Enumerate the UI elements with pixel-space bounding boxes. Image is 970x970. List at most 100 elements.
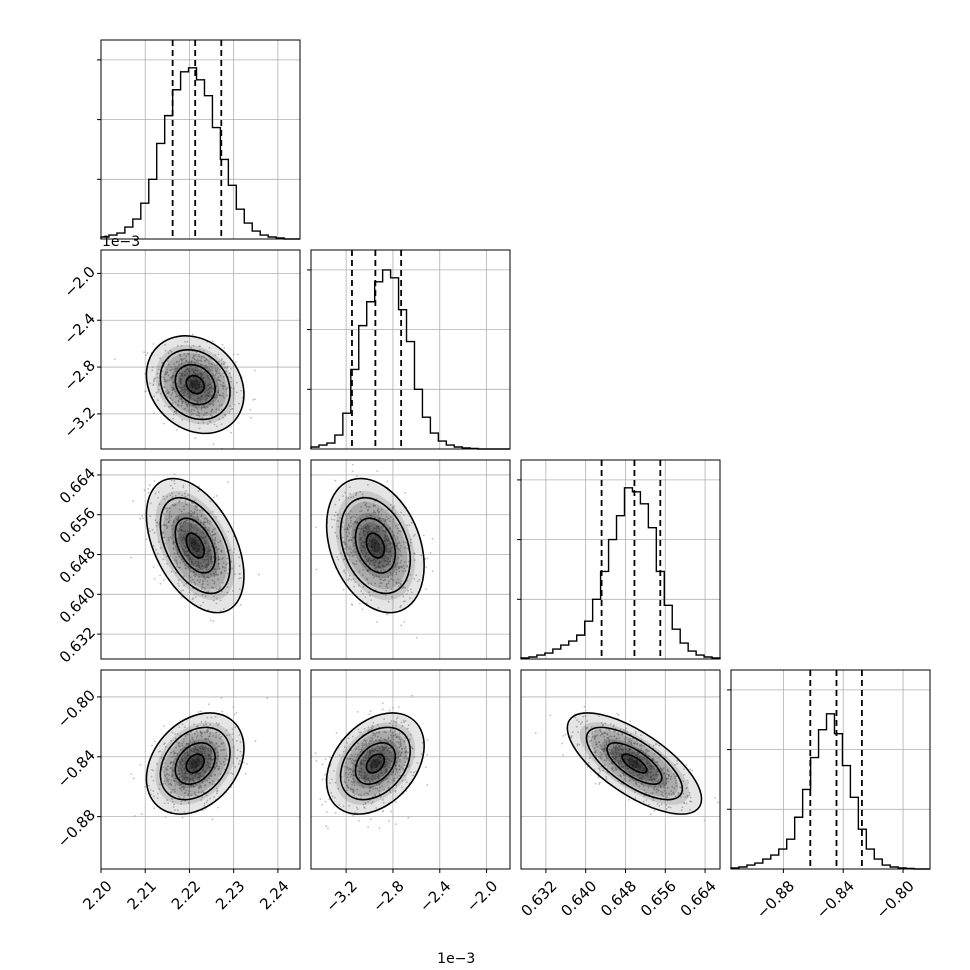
sample-point	[646, 775, 649, 777]
sample-point	[612, 746, 615, 748]
sample-point	[207, 366, 209, 368]
sample-point	[180, 392, 183, 395]
sample-point	[179, 353, 182, 356]
sample-point	[205, 385, 207, 388]
sample-point	[232, 745, 235, 748]
sample-point	[175, 746, 178, 749]
sample-point	[202, 744, 205, 747]
sample-point	[192, 369, 195, 372]
sample-point	[369, 562, 371, 565]
sample-point	[668, 792, 671, 795]
sample-point	[364, 596, 367, 598]
sample-point	[181, 538, 184, 540]
sample-point	[387, 757, 389, 760]
sample-point	[200, 368, 203, 370]
sample-point	[185, 553, 188, 555]
sample-point	[206, 521, 209, 524]
sample-point	[369, 740, 371, 742]
sample-point	[185, 546, 187, 548]
sample-point	[395, 769, 398, 772]
sample-point	[189, 778, 191, 780]
sample-point	[431, 570, 434, 573]
sample-point	[158, 382, 161, 385]
sample-point	[400, 766, 403, 768]
sample-point	[170, 524, 173, 527]
sample-point	[194, 562, 196, 565]
sample-point	[380, 513, 383, 516]
sample-point	[212, 735, 215, 737]
sample-point	[392, 738, 395, 741]
sample-point	[356, 808, 359, 811]
sample-point	[193, 745, 195, 747]
sample-point	[191, 774, 194, 776]
sample-point	[173, 363, 175, 365]
sample-point	[182, 786, 185, 788]
sample-point	[216, 724, 219, 727]
sample-point	[378, 792, 381, 795]
sample-point	[172, 386, 174, 389]
sample-point	[655, 774, 657, 776]
sample-point	[665, 804, 668, 806]
density-level-1	[335, 490, 416, 601]
sample-point	[382, 799, 384, 801]
sample-point	[193, 764, 195, 767]
sample-point	[594, 741, 597, 743]
sample-point	[181, 558, 183, 561]
sample-point	[619, 755, 621, 758]
sample-point	[190, 563, 192, 566]
sample-point	[357, 793, 360, 796]
sample-point	[638, 768, 641, 771]
sample-point	[402, 719, 405, 722]
sample-point	[352, 788, 355, 791]
sample-point	[352, 791, 355, 794]
sample-point	[387, 780, 389, 783]
sample-point	[635, 782, 637, 784]
sample-point	[391, 573, 394, 576]
sample-point	[176, 752, 179, 755]
sample-point	[678, 792, 681, 795]
sample-point	[152, 412, 155, 414]
sample-point	[388, 786, 390, 789]
sample-point	[360, 550, 363, 553]
sample-point	[203, 785, 206, 787]
sample-point	[200, 710, 202, 713]
sample-point	[381, 552, 383, 555]
sample-point	[201, 388, 203, 391]
sample-point	[385, 515, 388, 518]
sample-point	[570, 735, 573, 737]
sample-point	[190, 502, 193, 504]
density-level-3	[171, 512, 220, 579]
sample-point	[188, 780, 191, 783]
sample-point	[218, 722, 220, 725]
sample-point	[157, 399, 159, 402]
sample-point	[378, 561, 380, 564]
sample-point	[208, 383, 211, 385]
sample-point	[673, 787, 676, 790]
sample-point	[184, 503, 187, 506]
sample-point	[164, 816, 167, 818]
sample-point	[211, 403, 214, 406]
sample-point	[368, 713, 371, 716]
sample-point	[222, 561, 225, 564]
sample-point	[380, 569, 383, 572]
sample-point	[389, 503, 392, 506]
sample-point	[372, 576, 375, 579]
sample-point	[209, 368, 212, 371]
sample-point	[379, 582, 382, 584]
sample-point	[190, 410, 193, 413]
sample-point	[360, 541, 363, 544]
sample-point	[370, 546, 373, 549]
sample-point	[217, 565, 220, 568]
sample-point	[596, 734, 599, 737]
sample-point	[386, 755, 388, 758]
sample-point	[365, 505, 368, 508]
sample-point	[193, 593, 195, 596]
sample-point	[218, 418, 221, 421]
sample-point	[366, 524, 369, 527]
sample-point	[585, 728, 587, 731]
sample-point	[199, 604, 202, 607]
sample-point	[203, 747, 206, 749]
sample-point	[367, 559, 370, 562]
sample-point	[199, 775, 202, 778]
sample-point	[188, 754, 191, 757]
